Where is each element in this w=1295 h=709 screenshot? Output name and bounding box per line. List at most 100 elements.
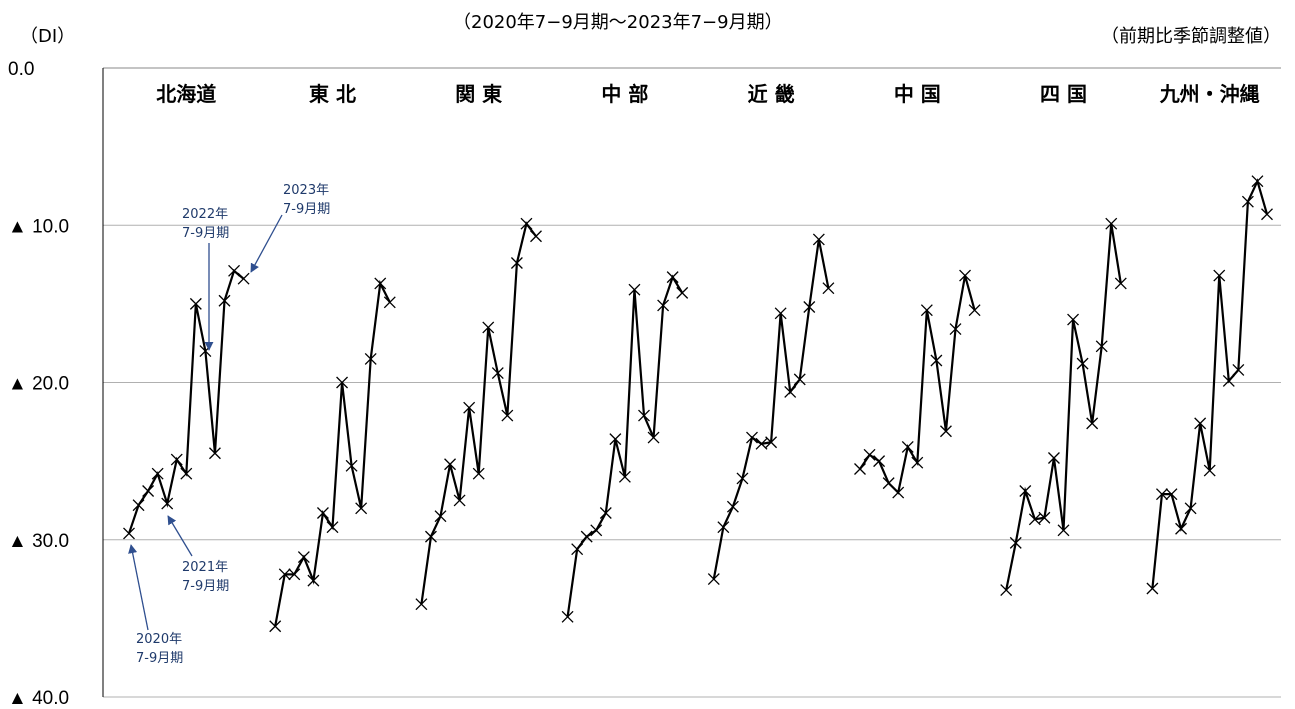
- data-point-marker: [530, 230, 542, 243]
- data-point-marker: [1095, 340, 1108, 353]
- series-line: [420, 221, 537, 605]
- data-point-marker: [482, 321, 495, 334]
- data-point-marker: [599, 507, 612, 519]
- data-point-marker: [415, 598, 428, 611]
- region-label: 中 国: [894, 82, 941, 106]
- data-point-marker: [1009, 536, 1022, 549]
- data-point-marker: [1086, 417, 1099, 430]
- region-label: 中 部: [601, 82, 648, 106]
- annotation-quarter: 7-9月期: [182, 226, 229, 241]
- data-point-marker: [1203, 464, 1216, 477]
- data-point-marker: [208, 447, 221, 460]
- data-point-marker: [882, 477, 895, 490]
- data-point-marker: [784, 385, 797, 398]
- data-point-marker: [873, 455, 886, 468]
- data-point-marker: [892, 486, 905, 499]
- data-point-marker: [1184, 502, 1197, 515]
- data-point-marker: [520, 217, 533, 230]
- data-point-marker: [580, 530, 593, 543]
- data-point-marker: [590, 524, 603, 537]
- data-point-marker: [444, 458, 457, 471]
- data-point-marker: [1019, 485, 1032, 497]
- series-line: [1151, 178, 1269, 589]
- data-point-marker: [911, 456, 924, 469]
- data-point-marker: [822, 282, 835, 295]
- series-line: [712, 239, 830, 580]
- data-point-marker: [501, 409, 514, 422]
- data-point-marker: [571, 543, 584, 556]
- data-point-marker: [472, 467, 485, 480]
- data-point-marker: [707, 573, 720, 586]
- adjustment-note: （前期比季節調整値）: [1101, 26, 1281, 47]
- data-point-marker: [383, 296, 396, 309]
- data-point-marker: [1146, 582, 1159, 595]
- data-point-marker: [180, 467, 193, 480]
- data-point-marker: [1076, 357, 1089, 370]
- data-point-marker: [628, 283, 641, 296]
- annotation-year: 2020年: [136, 632, 182, 647]
- y-tick-label: ▲ 40.0: [8, 688, 69, 709]
- series-line: [1005, 223, 1122, 591]
- y-tick-label: ▲ 10.0: [8, 216, 69, 237]
- data-point-marker: [755, 437, 768, 450]
- data-point-marker: [269, 620, 282, 633]
- data-point-marker: [930, 354, 943, 367]
- data-point-marker: [939, 425, 952, 438]
- data-point-marker: [647, 431, 660, 444]
- region-label: 関 東: [455, 82, 502, 106]
- data-point-marker: [1105, 217, 1118, 230]
- data-point-marker: [920, 304, 933, 317]
- series-line: [127, 268, 245, 534]
- data-point-marker: [1028, 513, 1041, 526]
- annotation-year: 2023年: [283, 183, 329, 198]
- data-point-marker: [774, 307, 787, 320]
- data-point-marker: [854, 463, 866, 475]
- data-point-marker: [1000, 584, 1013, 597]
- data-point-marker: [345, 459, 358, 472]
- data-point-marker: [1222, 374, 1235, 387]
- data-point-marker: [228, 264, 241, 277]
- data-point-marker: [901, 441, 914, 453]
- data-point-marker: [746, 431, 758, 444]
- data-point-marker: [307, 574, 320, 587]
- data-point-marker: [297, 551, 310, 564]
- data-point-marker: [463, 401, 476, 414]
- data-point-marker: [1165, 488, 1178, 501]
- annotation-quarter: 7-9月期: [182, 579, 229, 594]
- data-point-marker: [355, 502, 368, 515]
- y-tick-label: 0.0: [8, 59, 34, 80]
- data-point-marker: [561, 610, 574, 623]
- data-point-marker: [1175, 522, 1188, 535]
- data-point-marker: [1067, 313, 1080, 326]
- data-point-marker: [132, 499, 145, 512]
- data-point-marker: [278, 568, 291, 581]
- data-point-marker: [812, 233, 825, 246]
- data-point-marker: [803, 301, 816, 313]
- data-point-marker: [161, 497, 174, 510]
- data-point-marker: [189, 297, 202, 310]
- data-point-marker: [237, 272, 250, 285]
- data-point-marker: [765, 436, 778, 449]
- data-point-marker: [170, 453, 183, 466]
- data-point-marker: [638, 409, 650, 422]
- data-point-marker: [1114, 277, 1127, 290]
- data-point-marker: [142, 485, 155, 497]
- region-label: 近 畿: [748, 82, 795, 106]
- region-label: 九州・沖縄: [1159, 82, 1260, 106]
- data-point-marker: [123, 527, 135, 540]
- data-point-marker: [1194, 417, 1207, 430]
- data-point-marker: [676, 286, 689, 299]
- data-point-marker: [726, 500, 739, 513]
- data-point-marker: [288, 568, 301, 581]
- data-point-marker: [736, 472, 749, 485]
- region-label: 北海道: [156, 82, 216, 106]
- y-tick-label: ▲ 20.0: [8, 374, 69, 395]
- data-point-marker: [316, 507, 329, 519]
- region-label: 四 国: [1040, 82, 1087, 106]
- annotation-year: 2021年: [182, 560, 228, 575]
- data-point-marker: [1038, 511, 1051, 524]
- data-point-marker: [424, 530, 437, 543]
- data-point-marker: [336, 376, 349, 389]
- annotation-year: 2022年: [182, 207, 228, 222]
- data-point-marker: [1213, 269, 1226, 282]
